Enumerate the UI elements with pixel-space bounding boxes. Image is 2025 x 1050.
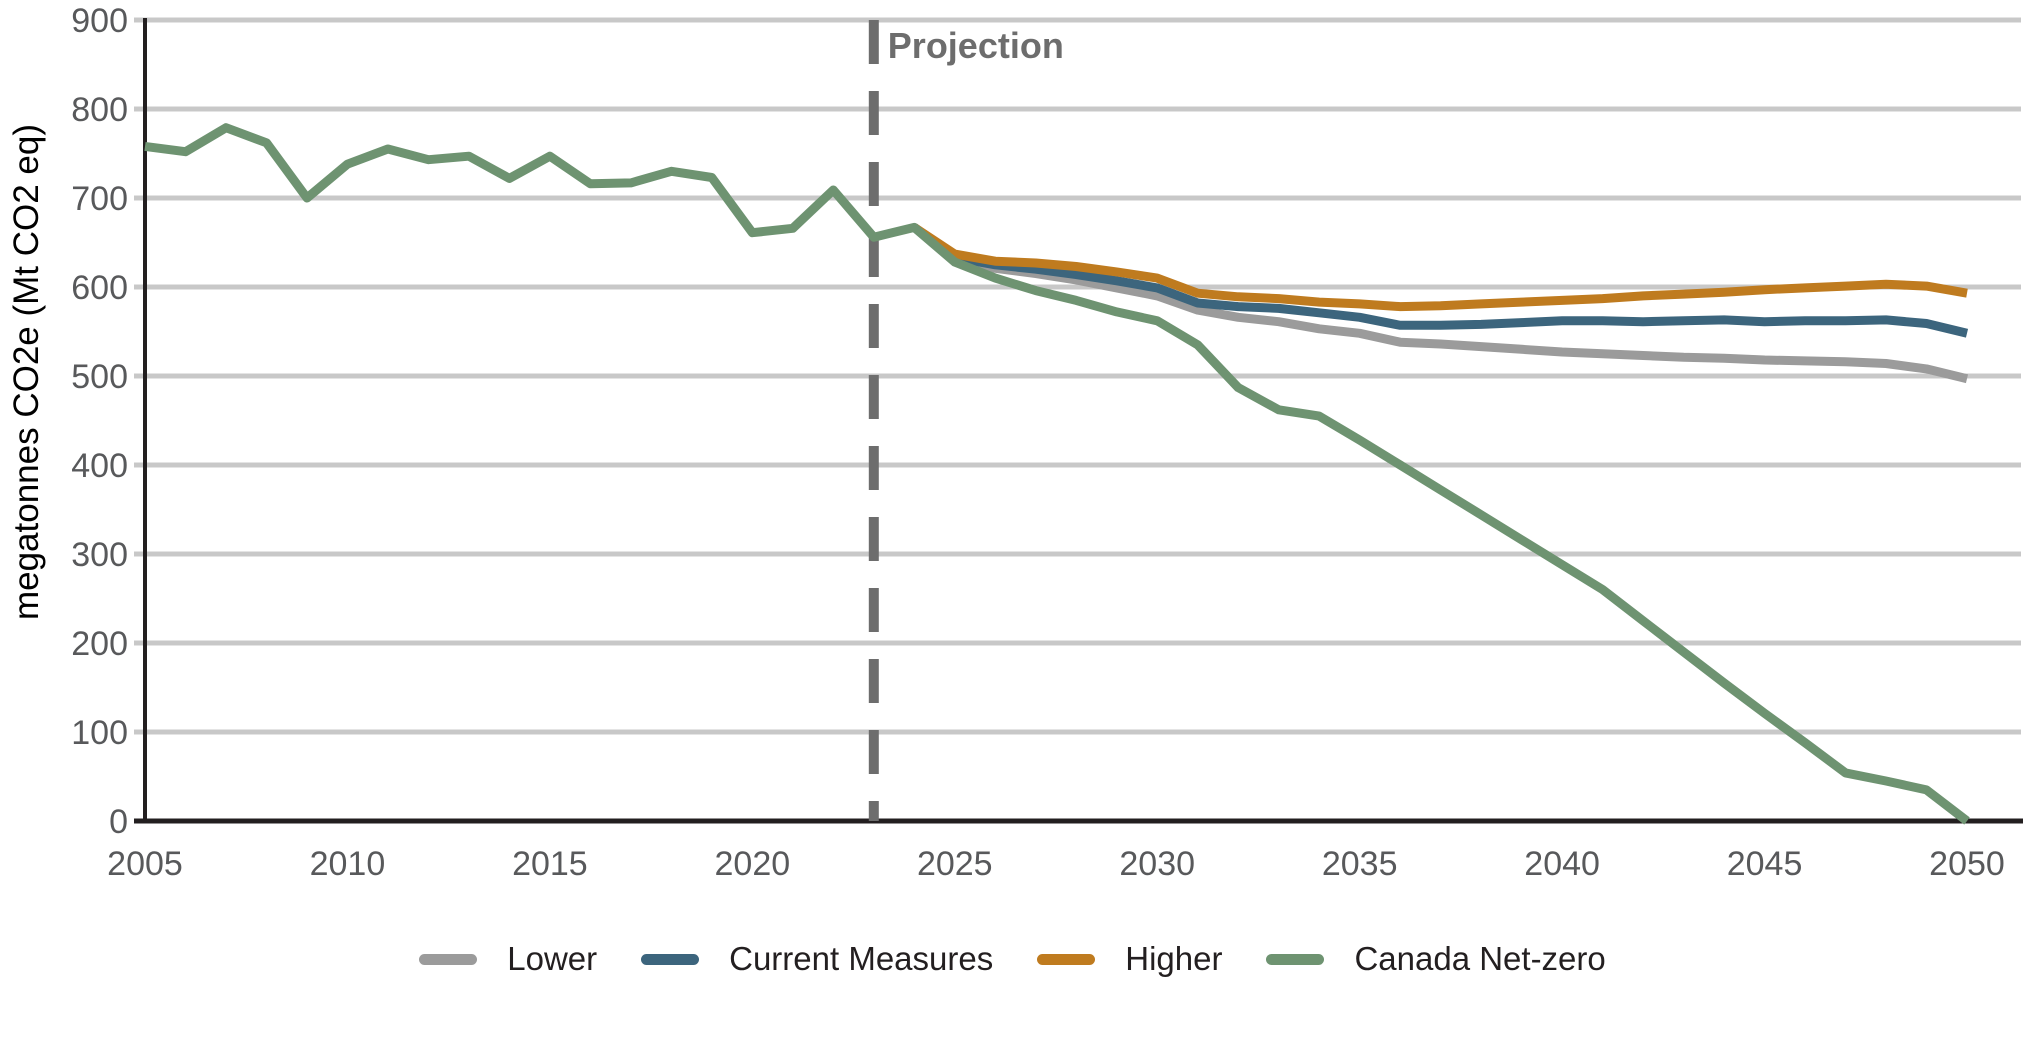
projection-label: Projection — [888, 25, 1064, 66]
x-tick-label-2030: 2030 — [1119, 845, 1195, 883]
x-tick-label-2005: 2005 — [107, 845, 183, 883]
x-tick-label-2025: 2025 — [917, 845, 993, 883]
x-tick-label-2050: 2050 — [1929, 845, 2005, 883]
y-tick-label-200: 200 — [71, 625, 128, 663]
y-tick-label-500: 500 — [71, 358, 128, 396]
legend-item-canada-net-zero: Canada Net-zero — [1266, 940, 1606, 978]
x-tick-label-2040: 2040 — [1524, 845, 1600, 883]
legend-swatch-icon — [1037, 953, 1096, 965]
y-tick-label-600: 600 — [71, 269, 128, 307]
legend-item-higher: Higher — [1037, 940, 1222, 978]
y-tick-label-400: 400 — [71, 447, 128, 485]
x-tick-label-2020: 2020 — [715, 845, 791, 883]
legend-item-current-measures: Current Measures — [641, 940, 993, 978]
series-line-current-measures — [911, 223, 1969, 338]
x-tick-label-2010: 2010 — [310, 845, 386, 883]
axes — [134, 18, 2023, 824]
legend-label: Lower — [507, 940, 598, 977]
series-line-lower — [911, 223, 1969, 384]
series-line-higher — [911, 223, 1968, 312]
gridlines — [134, 17, 2021, 735]
y-axis-title: megatonnes CO2e (Mt CO2 eq) — [7, 124, 46, 620]
y-tick-label-300: 300 — [71, 536, 128, 574]
legend-label: Canada Net-zero — [1354, 940, 1606, 977]
legend-swatch-icon — [419, 953, 478, 965]
series-lines — [144, 123, 1970, 825]
y-tick-label-800: 800 — [71, 91, 128, 129]
legend-swatch-icon — [1266, 953, 1325, 965]
legend-swatch-icon — [641, 953, 700, 965]
axis-labels: 0 100 200 300 400 500 600 700 800 900 2005 2010 2015… — [7, 2, 2005, 883]
y-tick-label-900: 900 — [71, 2, 128, 40]
x-tick-label-2015: 2015 — [512, 845, 588, 883]
legend-label: Higher — [1125, 940, 1223, 977]
legend: Lower Current Measures Higher Canada Net-ze… — [0, 940, 2025, 978]
x-tick-label-2045: 2045 — [1727, 845, 1803, 883]
projection-annotation: Projection — [868, 20, 1064, 821]
x-tick-label-2035: 2035 — [1322, 845, 1398, 883]
y-tick-label-700: 700 — [71, 180, 128, 218]
y-tick-label-0: 0 — [109, 803, 128, 841]
legend-item-lower: Lower — [419, 940, 597, 978]
series-line-canada-net-zero — [144, 123, 1970, 825]
legend-label: Current Measures — [729, 940, 994, 977]
y-tick-label-100: 100 — [71, 714, 128, 752]
